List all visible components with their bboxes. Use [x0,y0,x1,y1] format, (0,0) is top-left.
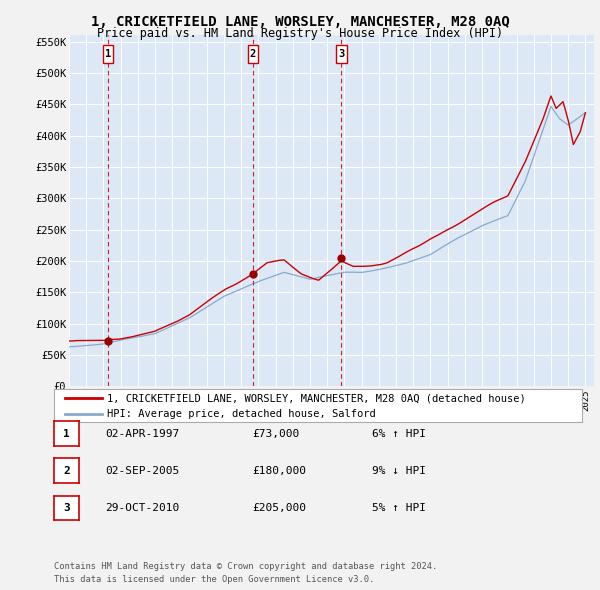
FancyBboxPatch shape [337,45,347,63]
Text: 3: 3 [63,503,70,513]
Text: 1: 1 [104,49,111,59]
Text: 02-APR-1997: 02-APR-1997 [105,429,179,438]
Text: 1, CRICKETFIELD LANE, WORSLEY, MANCHESTER, M28 0AQ: 1, CRICKETFIELD LANE, WORSLEY, MANCHESTE… [91,15,509,29]
Text: This data is licensed under the Open Government Licence v3.0.: This data is licensed under the Open Gov… [54,575,374,584]
Text: Price paid vs. HM Land Registry's House Price Index (HPI): Price paid vs. HM Land Registry's House … [97,27,503,40]
Text: HPI: Average price, detached house, Salford: HPI: Average price, detached house, Salf… [107,409,376,419]
Text: 9% ↓ HPI: 9% ↓ HPI [372,466,426,476]
Text: £180,000: £180,000 [252,466,306,476]
FancyBboxPatch shape [248,45,258,63]
Text: 02-SEP-2005: 02-SEP-2005 [105,466,179,476]
Text: 2: 2 [63,466,70,476]
Text: 1, CRICKETFIELD LANE, WORSLEY, MANCHESTER, M28 0AQ (detached house): 1, CRICKETFIELD LANE, WORSLEY, MANCHESTE… [107,394,526,404]
FancyBboxPatch shape [103,45,113,63]
Text: 3: 3 [338,49,344,59]
Text: 1: 1 [63,429,70,438]
Text: Contains HM Land Registry data © Crown copyright and database right 2024.: Contains HM Land Registry data © Crown c… [54,562,437,571]
Text: 29-OCT-2010: 29-OCT-2010 [105,503,179,513]
Text: £73,000: £73,000 [252,429,299,438]
Text: 2: 2 [250,49,256,59]
Text: 5% ↑ HPI: 5% ↑ HPI [372,503,426,513]
Text: £205,000: £205,000 [252,503,306,513]
Text: 6% ↑ HPI: 6% ↑ HPI [372,429,426,438]
